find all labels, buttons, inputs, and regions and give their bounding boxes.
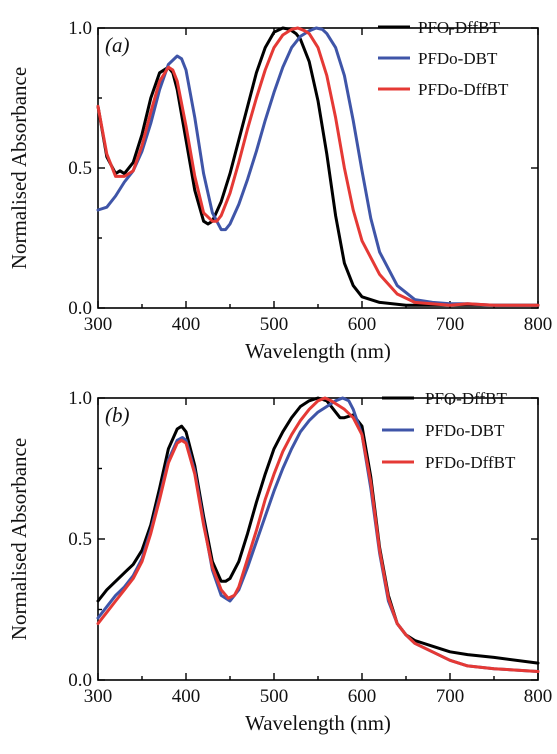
x-tick-label: 600 [348, 686, 377, 707]
chart-panel-1: 300 400 500 600 700 800 0.0 0.5 1.0 Wavelength (n… [7, 18, 552, 363]
x-tick-label: 300 [84, 686, 113, 707]
x-tick-label: 500 [260, 686, 289, 707]
x-axis-title: Wavelength (nm) [245, 711, 391, 735]
x-tick-label: 600 [348, 314, 377, 335]
series-line-pfdo-dffbt [96, 26, 540, 307]
x-axis-title: Wavelength (nm) [245, 339, 391, 363]
legend-label: PFO-DffBT [425, 389, 507, 408]
y-axis-title: Normalised Absorbance [7, 438, 31, 640]
legend-label: PFO-DffBT [418, 18, 500, 37]
legend-label: PFDo-DffBT [418, 80, 509, 99]
x-tick-label: 700 [436, 314, 465, 335]
y-tick-label: 1.0 [68, 388, 92, 409]
y-tick-label: 0.0 [68, 670, 92, 691]
series-line-pfdo-dbt [96, 26, 540, 307]
legend-label: PFDo-DBT [425, 421, 505, 440]
legend-label: PFDo-DBT [418, 49, 498, 68]
series-line-pfo-dffbt [96, 26, 540, 307]
panel-label: (b) [105, 403, 130, 427]
legend: PFO-DffBT PFDo-DBT PFDo-DffBT [378, 18, 509, 99]
y-tick-label: 0.5 [68, 529, 92, 550]
y-tick-label: 1.0 [68, 18, 92, 39]
x-tick-label: 500 [260, 314, 289, 335]
panel-label: (a) [105, 33, 130, 57]
x-tick-label: 700 [436, 686, 465, 707]
x-tick-label: 300 [84, 314, 113, 335]
x-tick-label: 400 [172, 686, 201, 707]
series-line-pfdo-dffbt [96, 396, 540, 673]
legend: PFO-DffBT PFDo-DBT PFDo-DffBT [382, 389, 516, 472]
plot-frame [97, 397, 539, 681]
y-tick-label: 0.5 [68, 158, 92, 179]
chart-panel-2: 300 400 500 600 700 800 0.0 0.5 1.0 Wavelength (n… [7, 388, 552, 735]
y-tick-label: 0.0 [68, 298, 92, 319]
legend-label: PFDo-DffBT [425, 453, 516, 472]
x-tick-label: 800 [524, 314, 553, 335]
x-tick-label: 400 [172, 314, 201, 335]
x-tick-label: 800 [524, 686, 553, 707]
y-axis-title: Normalised Absorbance [7, 67, 31, 269]
